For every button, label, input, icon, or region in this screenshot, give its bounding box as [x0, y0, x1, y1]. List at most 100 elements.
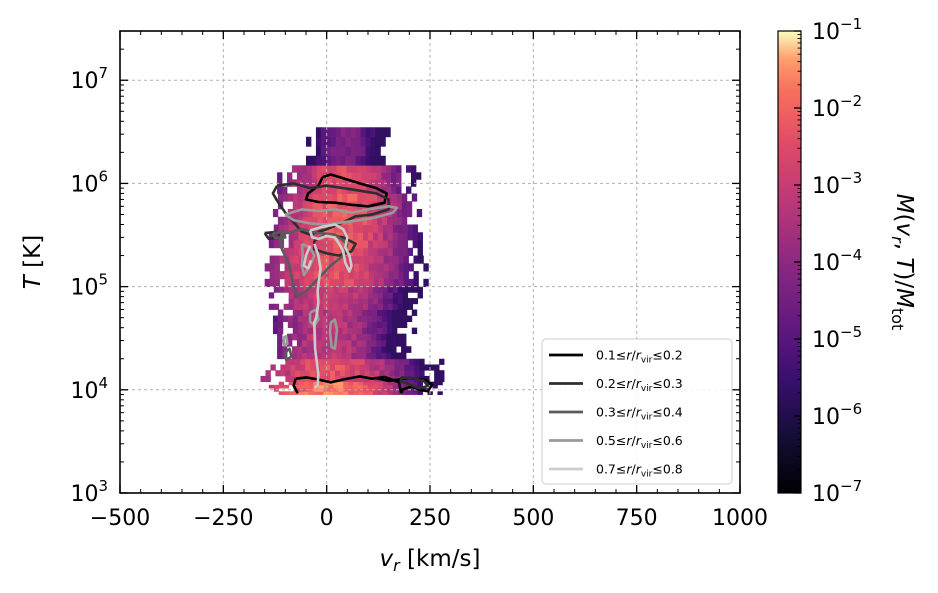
heatmap-cell — [292, 208, 299, 218]
heatmap-cell — [297, 315, 304, 322]
heatmap-cell — [397, 303, 404, 310]
x-tick-label: −500 — [90, 506, 150, 531]
heatmap-cell — [403, 255, 409, 264]
heatmap-cell — [401, 315, 408, 322]
heatmap-cell — [277, 186, 283, 194]
heatmap-cell — [350, 146, 356, 157]
contour-series-5 — [302, 245, 313, 270]
heatmap-cell — [370, 146, 376, 157]
heatmap-cell — [381, 352, 387, 360]
heatmap-cell — [344, 370, 351, 377]
heatmap-cell — [350, 127, 356, 138]
heatmap-cell — [358, 286, 364, 293]
y-tick-label: 104 — [70, 374, 108, 404]
heatmap-cell — [313, 388, 319, 392]
heatmap-cell — [342, 193, 348, 202]
heatmap-cell — [283, 391, 290, 395]
heatmap-cell — [333, 298, 339, 305]
heatmap-cell — [341, 339, 347, 347]
heatmap-cell — [344, 364, 351, 371]
heatmap-cell — [277, 216, 284, 225]
heatmap-cell — [298, 384, 304, 389]
heatmap-cell — [376, 346, 382, 353]
heatmap-cell — [391, 309, 398, 316]
heatmap-cell — [372, 388, 379, 392]
heatmap-cell — [311, 352, 318, 360]
heatmap-cell — [382, 298, 389, 305]
heatmap-cell — [376, 339, 382, 347]
heatmap-cell — [349, 358, 356, 365]
heatmap-cell — [301, 165, 308, 173]
heatmap-cell — [382, 381, 389, 386]
heatmap-cell — [333, 384, 339, 389]
heatmap-cell — [401, 339, 407, 347]
heatmap-cell — [417, 381, 423, 386]
heatmap-cell — [401, 193, 408, 202]
contour-series-4 — [308, 308, 320, 327]
heatmap-cell — [338, 384, 344, 389]
heatmap-cell — [285, 370, 291, 377]
legend-label: 0.7≤r/rvir≤0.8 — [596, 462, 683, 480]
heatmap-cell — [325, 136, 332, 147]
heatmap-cell — [396, 216, 403, 225]
heatmap-cell — [349, 364, 356, 371]
heatmap-cell — [312, 309, 318, 316]
heatmap-cell — [303, 384, 309, 389]
heatmap-cell — [366, 333, 372, 341]
colorbar-tick-label: 10−7 — [812, 477, 862, 507]
heatmap-cell — [305, 370, 311, 377]
heatmap-cell — [397, 298, 404, 305]
heatmap-cell — [308, 292, 314, 299]
heatmap-cell — [341, 172, 347, 180]
heatmap-cell — [334, 364, 341, 371]
heatmap-cell — [358, 240, 364, 249]
heatmap-cell — [372, 381, 379, 386]
heatmap-cell — [396, 201, 403, 210]
heatmap-cell — [365, 155, 371, 166]
heatmap-cell — [358, 271, 365, 280]
heatmap-cell — [345, 146, 352, 157]
heatmap-cell — [280, 370, 286, 377]
heatmap-cell — [341, 346, 347, 353]
heatmap-cell — [303, 232, 309, 241]
y-tick-label: 105 — [70, 271, 108, 301]
heatmap-cell — [432, 381, 438, 386]
heatmap-cell — [308, 384, 314, 389]
heatmap-cell — [382, 327, 388, 335]
heatmap-cell — [294, 271, 300, 280]
colorbar-tick-label: 10−1 — [812, 15, 862, 45]
heatmap-cell — [344, 358, 351, 365]
heatmap-cell — [366, 179, 372, 187]
heatmap-cell — [321, 165, 328, 173]
heatmap-cell — [307, 216, 314, 225]
heatmap-cell — [351, 346, 357, 353]
heatmap-cell — [346, 339, 352, 347]
heatmap-cell — [337, 193, 343, 202]
heatmap-cell — [284, 278, 290, 288]
heatmap-cell — [287, 193, 294, 202]
heatmap-cell — [327, 309, 333, 316]
heatmap-cell — [277, 346, 283, 353]
colorbar-ticks: 10−7 10−6 10−5 10−4 10−3 10−2 10−1 — [794, 15, 862, 507]
heatmap-cell — [374, 358, 380, 365]
heatmap-cell — [270, 364, 276, 371]
heatmap-cell — [396, 172, 402, 180]
heatmap-cell — [294, 255, 300, 264]
heatmap-cell — [377, 309, 383, 316]
heatmap-cell — [352, 321, 358, 329]
heatmap-cell — [356, 339, 362, 347]
heatmap-cell — [391, 327, 398, 335]
heatmap-cell — [338, 388, 344, 392]
heatmap-cell — [283, 384, 290, 389]
heatmap-cell — [373, 271, 380, 280]
heatmap-cell — [391, 346, 397, 353]
heatmap-cell — [402, 224, 409, 233]
heatmap-cell — [326, 179, 333, 187]
heatmap-cell — [365, 127, 371, 138]
heatmap-cell — [372, 384, 379, 389]
heatmap-cell — [308, 240, 314, 249]
heatmap-cell — [388, 263, 395, 272]
heatmap-cell — [320, 127, 327, 138]
heatmap-cell — [278, 391, 285, 395]
heatmap-cell — [347, 315, 353, 322]
